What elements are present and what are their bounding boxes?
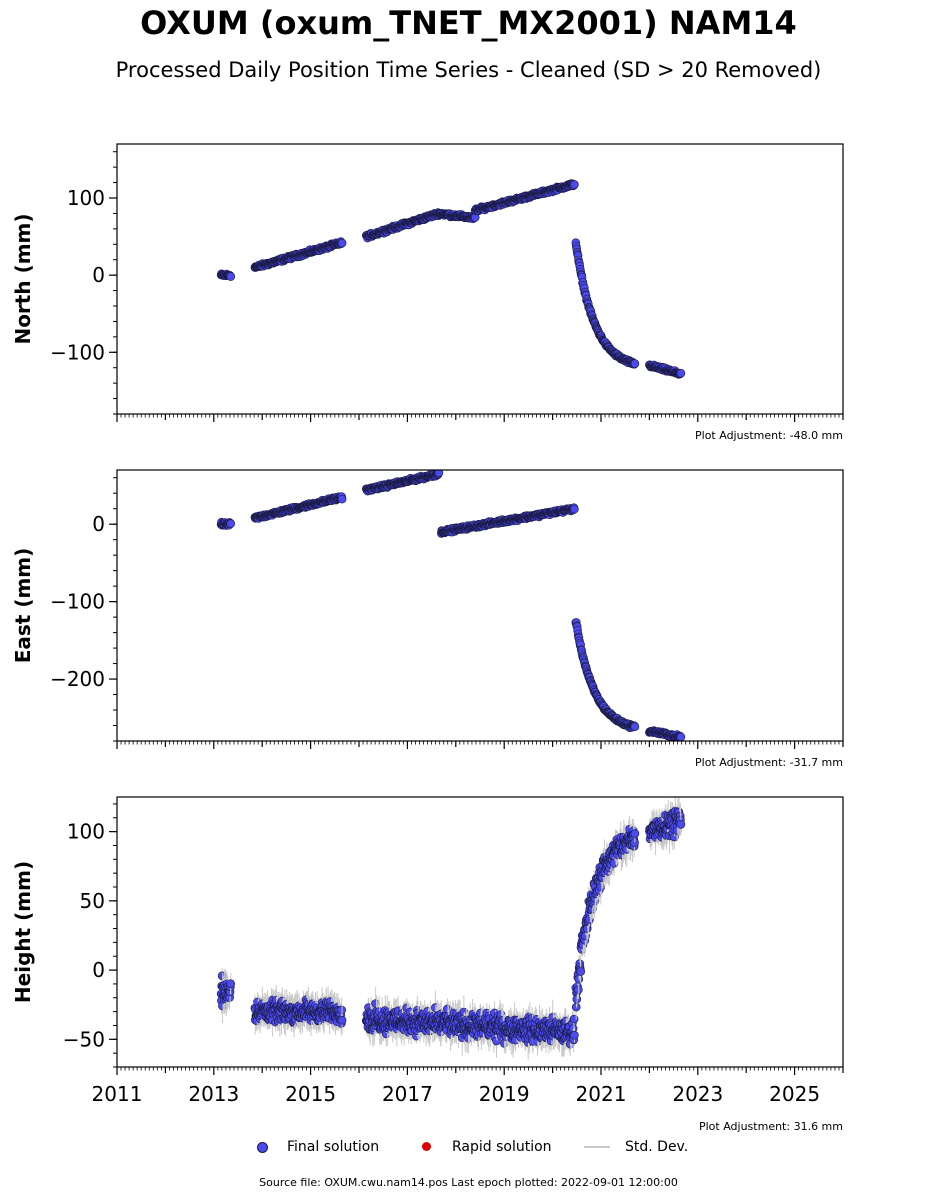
chart-subtitle: Processed Daily Position Time Series - C… (115, 58, 822, 82)
data-point (576, 967, 586, 976)
data-point (337, 494, 347, 504)
data-point (676, 732, 686, 741)
data-point (434, 470, 444, 478)
y-axis-label: Height (mm) (11, 861, 35, 1003)
y-tick-label: 50 (80, 889, 105, 913)
data-point (630, 829, 640, 838)
x-tick-label: 2013 (188, 1082, 239, 1106)
data-point (630, 359, 640, 368)
y-tick-label: −100 (50, 590, 105, 614)
panel-1: 0 −100 −200 East (mm) Plot Adjustment: -31.7… (11, 469, 844, 769)
legend-final-label: Final solution (287, 1139, 380, 1155)
data-point (676, 820, 686, 829)
panel-0-points (216, 179, 686, 379)
data-point (226, 519, 235, 529)
data-point (676, 368, 686, 378)
x-tick-label: 2023 (672, 1082, 723, 1106)
plot-adjustment-label: Plot Adjustment: -48.0 mm (695, 429, 843, 442)
data-point (630, 722, 640, 732)
chart-title: OXUM (oxum_TNET_MX2001) NAM14 (140, 4, 797, 42)
source-note: Source file: OXUM.cwu.nam14.pos Last epo… (259, 1176, 678, 1189)
panel-0: 100 0 −100 North (mm) Plot Adjustment: -48.0… (11, 143, 844, 442)
data-point (570, 504, 579, 514)
legend-rapid-label: Rapid solution (452, 1139, 552, 1155)
y-tick-label: −100 (50, 340, 105, 364)
x-tick-label: 2017 (382, 1082, 433, 1106)
x-tick-label: 2011 (92, 1082, 143, 1106)
y-tick-label: −50 (63, 1027, 105, 1051)
data-point (570, 1030, 579, 1040)
x-tick-label: 2025 (769, 1082, 820, 1106)
legend-final-marker (257, 1142, 268, 1153)
legend: Final solution Rapid solution Std. Dev. (0, 1136, 937, 1158)
plot-adjustment-label: Plot Adjustment: 31.6 mm (699, 1120, 843, 1133)
x-tick-label: 2021 (576, 1082, 627, 1106)
y-tick-label: 100 (67, 186, 105, 210)
legend-rapid-marker (422, 1142, 431, 1151)
panel-2-points (216, 797, 686, 1060)
data-point (569, 1014, 579, 1024)
legend-stddev-label: Std. Dev. (625, 1139, 689, 1155)
legend-stddev-line (584, 1146, 610, 1148)
y-axis-label: North (mm) (11, 213, 35, 344)
panel-2: 100 50 0 −50 2011 2013 2015 2017 2019 2021 2023 202… (11, 796, 844, 1133)
x-tick-label: 2015 (285, 1082, 336, 1106)
y-tick-label: −200 (50, 667, 105, 691)
y-tick-label: 0 (92, 512, 105, 536)
panel-1-frame (116, 469, 844, 742)
data-point (337, 238, 347, 248)
y-axis-label: East (mm) (11, 548, 35, 664)
y-tick-label: 0 (92, 958, 105, 982)
plot-adjustment-label: Plot Adjustment: -31.7 mm (695, 756, 843, 769)
data-point (337, 1015, 347, 1025)
data-point (226, 272, 235, 281)
data-point (226, 979, 235, 989)
y-tick-label: 0 (92, 263, 105, 287)
data-point (570, 180, 579, 189)
panel-1-points (216, 470, 686, 741)
y-tick-label: 100 (67, 820, 105, 844)
x-tick-label: 2019 (479, 1082, 530, 1106)
